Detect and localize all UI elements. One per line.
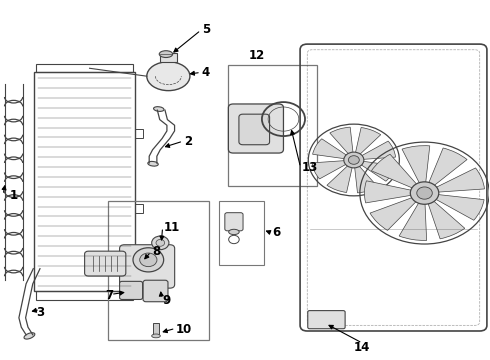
Wedge shape (424, 148, 467, 193)
Wedge shape (371, 154, 424, 193)
Bar (135, 204, 144, 213)
Text: 12: 12 (249, 49, 265, 62)
Wedge shape (354, 127, 381, 160)
Text: 2: 2 (184, 135, 192, 148)
FancyBboxPatch shape (228, 104, 284, 153)
Wedge shape (312, 160, 354, 179)
Ellipse shape (153, 107, 164, 111)
Bar (153, 323, 159, 335)
Bar (36, 64, 133, 72)
FancyBboxPatch shape (225, 213, 243, 231)
Wedge shape (424, 193, 484, 220)
Ellipse shape (147, 62, 190, 91)
Wedge shape (354, 160, 395, 181)
Circle shape (140, 253, 157, 267)
Wedge shape (327, 160, 354, 193)
Wedge shape (354, 160, 378, 193)
Circle shape (156, 239, 165, 246)
FancyBboxPatch shape (308, 311, 345, 329)
Wedge shape (330, 127, 354, 160)
Bar (219, 201, 264, 265)
Text: 4: 4 (202, 66, 210, 79)
Wedge shape (370, 193, 424, 230)
FancyBboxPatch shape (85, 251, 126, 276)
Wedge shape (402, 146, 430, 193)
Ellipse shape (152, 334, 160, 338)
Bar (36, 291, 133, 300)
Wedge shape (399, 193, 427, 240)
Circle shape (348, 156, 359, 164)
Circle shape (344, 152, 364, 168)
Ellipse shape (24, 333, 35, 339)
Text: 10: 10 (175, 323, 192, 336)
Wedge shape (354, 141, 395, 160)
Text: 3: 3 (36, 306, 44, 319)
Ellipse shape (229, 229, 239, 235)
Bar (108, 201, 209, 341)
Text: 5: 5 (202, 23, 210, 36)
Text: 14: 14 (354, 342, 370, 355)
Text: 1: 1 (9, 189, 18, 202)
FancyBboxPatch shape (143, 280, 168, 302)
Text: 8: 8 (152, 245, 160, 258)
Wedge shape (424, 193, 465, 239)
Text: 13: 13 (301, 161, 318, 174)
Circle shape (410, 182, 439, 204)
Text: 7: 7 (106, 289, 114, 302)
Text: 6: 6 (272, 226, 281, 239)
Bar (34, 72, 135, 291)
Bar (160, 53, 177, 62)
Wedge shape (424, 168, 485, 193)
Ellipse shape (148, 161, 158, 166)
Ellipse shape (159, 51, 172, 58)
Text: 11: 11 (164, 221, 180, 234)
FancyBboxPatch shape (239, 114, 270, 145)
Circle shape (133, 248, 164, 272)
Bar (228, 65, 317, 186)
FancyBboxPatch shape (120, 245, 174, 288)
FancyBboxPatch shape (120, 282, 143, 300)
Wedge shape (313, 139, 354, 160)
Circle shape (152, 236, 169, 249)
Text: 9: 9 (163, 293, 171, 307)
Bar (135, 129, 144, 138)
Circle shape (417, 187, 432, 199)
Wedge shape (365, 181, 424, 203)
